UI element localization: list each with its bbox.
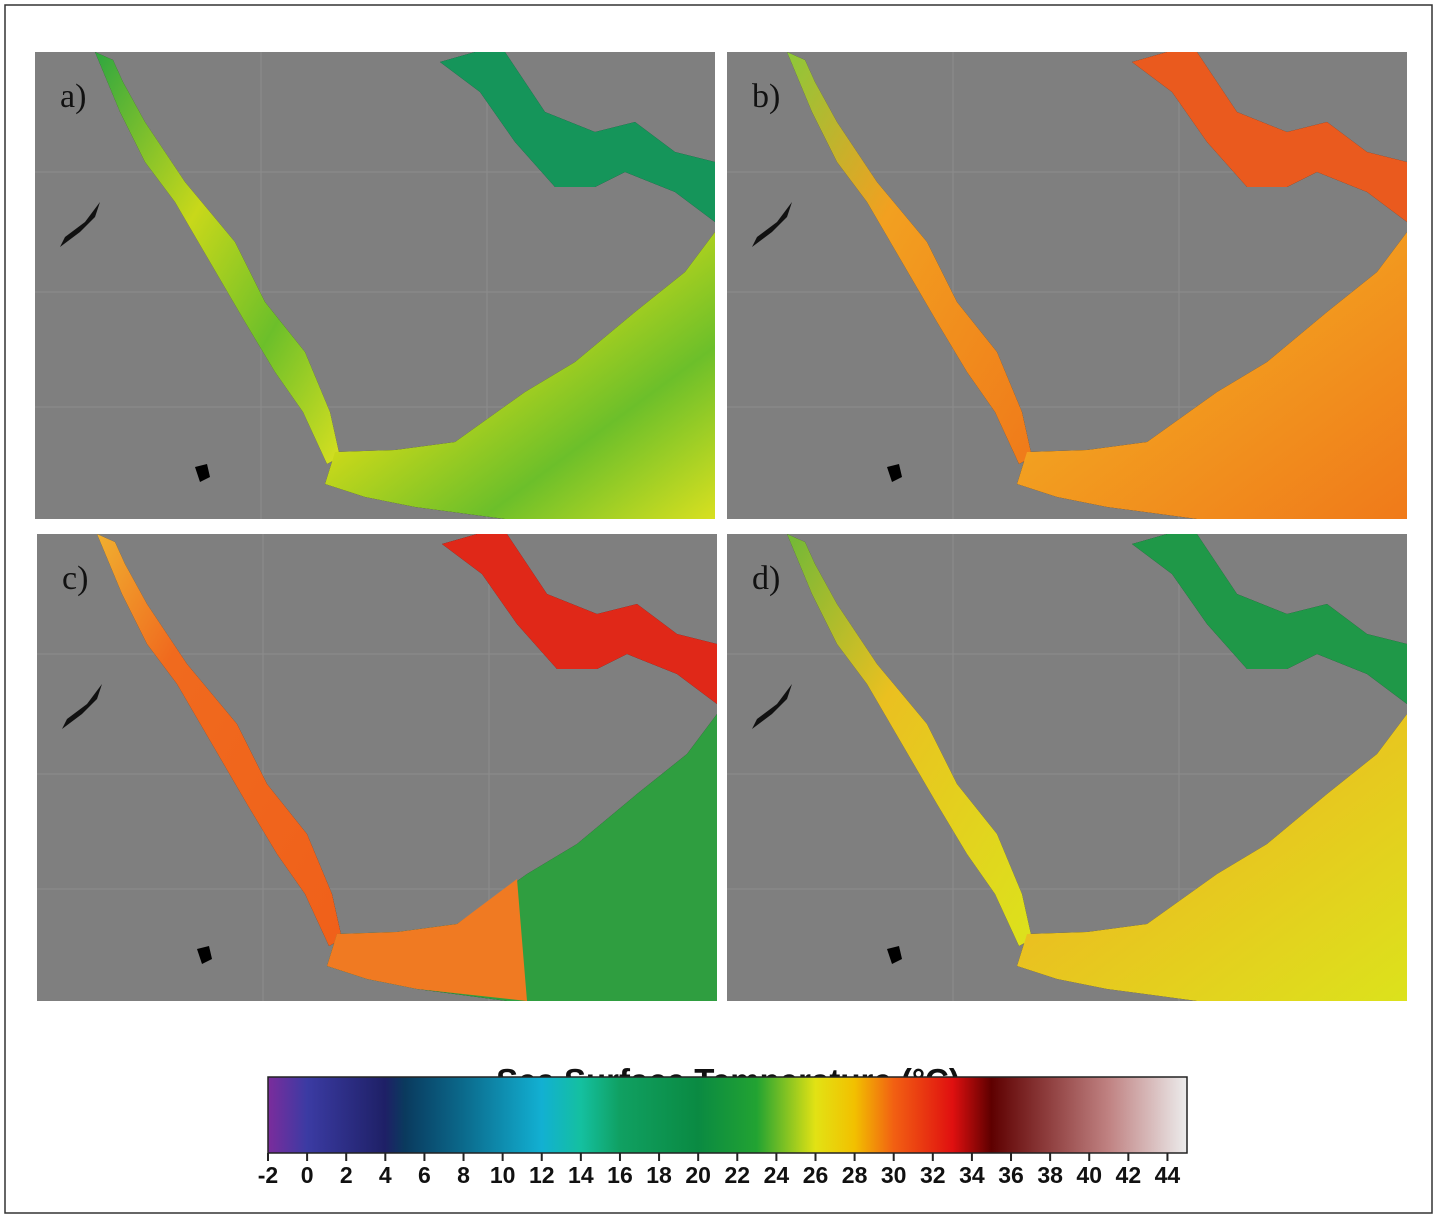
colorbar-tick-label: 36 [998, 1162, 1024, 1188]
map-panel: c) [37, 534, 717, 1001]
colorbar-tick-label: 18 [646, 1162, 672, 1188]
map-panel: d) [727, 534, 1407, 1001]
colorbar [268, 1077, 1187, 1153]
colorbar-tick-label: 2 [340, 1162, 353, 1188]
colorbar-tick-label: 26 [803, 1162, 829, 1188]
colorbar-tick-label: 16 [607, 1162, 633, 1188]
panel-label: a) [60, 78, 86, 115]
map-panel: a) [35, 52, 715, 519]
colorbar-tick-label: 24 [764, 1162, 790, 1188]
colorbar-tick-label: 14 [568, 1162, 594, 1188]
colorbar-tick-label: 22 [724, 1162, 750, 1188]
colorbar-tick-label: -2 [258, 1162, 278, 1188]
colorbar-tick-label: 32 [920, 1162, 946, 1188]
panel-label: d) [752, 560, 780, 597]
colorbar-tick-label: 38 [1037, 1162, 1063, 1188]
colorbar-tick-label: 6 [418, 1162, 431, 1188]
colorbar-tick-label: 20 [685, 1162, 711, 1188]
colorbar-tick-label: 42 [1116, 1162, 1142, 1188]
colorbar-tick-label: 30 [881, 1162, 907, 1188]
colorbar-tick-label: 44 [1155, 1162, 1181, 1188]
colorbar-tick-label: 0 [301, 1162, 314, 1188]
colorbar-tick-label: 8 [457, 1162, 470, 1188]
colorbar-tick-label: 10 [490, 1162, 516, 1188]
panel-label: c) [62, 560, 88, 597]
colorbar-tick-label: 4 [379, 1162, 392, 1188]
colorbar-tick-label: 12 [529, 1162, 555, 1188]
figure: a) b) c) d) Sea Surface Temperature (°C)… [0, 0, 1437, 1218]
colorbar-tick-label: 40 [1076, 1162, 1102, 1188]
panel-label: b) [752, 78, 780, 115]
map-panel: b) [727, 52, 1407, 519]
colorbar-tick-label: 28 [842, 1162, 868, 1188]
colorbar-tick-label: 34 [959, 1162, 985, 1188]
